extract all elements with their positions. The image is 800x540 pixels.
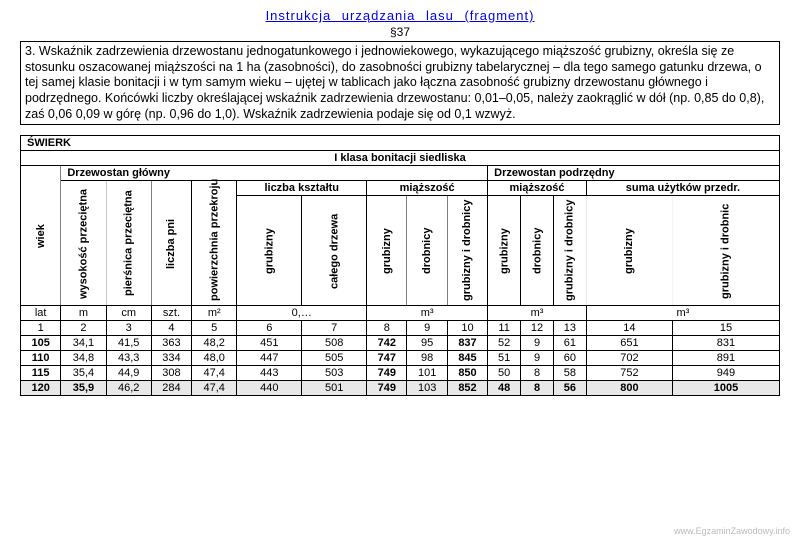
col12: drobnicy bbox=[521, 196, 554, 306]
sub-miaz2: miąższość bbox=[488, 181, 587, 196]
sub-miaz1: miąższość bbox=[367, 181, 488, 196]
index-row: 123456789101112131415 bbox=[21, 321, 780, 336]
col9: drobnicy bbox=[407, 196, 447, 306]
col-d: pierśnica przeciętna bbox=[106, 181, 151, 306]
col-h: wysokość przeciętna bbox=[61, 181, 106, 306]
col14: grubizny bbox=[586, 196, 672, 306]
col-g: powierzchnia przekroju bbox=[192, 181, 237, 306]
group-sub: Drzewostan podrzędny bbox=[488, 166, 780, 181]
group-main: Drzewostan główny bbox=[61, 166, 488, 181]
table-row: 11535,444,930847,44435037491018505085875… bbox=[21, 366, 780, 381]
data-table: ŚWIERK I klasa bonitacji siedliska wiek … bbox=[20, 135, 780, 396]
document-title: Instrukcja urządzania lasu (fragment) bbox=[20, 8, 780, 23]
species-header: ŚWIERK bbox=[21, 136, 780, 151]
table-row: 10534,141,536348,24515087429583752961651… bbox=[21, 336, 780, 351]
col8: grubizny bbox=[367, 196, 407, 306]
paragraph-box: 3. Wskaźnik zadrzewienia drzewostanu jed… bbox=[20, 41, 780, 125]
col10: grubizny i drobnicy bbox=[447, 196, 487, 306]
table-row: 11034,843,333448,04475057479884551960702… bbox=[21, 351, 780, 366]
sub-suma: suma użytków przedr. bbox=[586, 181, 779, 196]
col-n: liczba pni bbox=[151, 181, 191, 306]
class-header: I klasa bonitacji siedliska bbox=[21, 151, 780, 166]
col-wiek: wiek bbox=[21, 166, 61, 306]
table-row: 12035,946,228447,44405017491038524885680… bbox=[21, 381, 780, 396]
watermark: www.EgzaminZawodowy.info bbox=[674, 526, 790, 536]
sub-liczba: liczba kształtu bbox=[237, 181, 367, 196]
col6: grubizny bbox=[237, 196, 302, 306]
section-number: §37 bbox=[20, 25, 780, 39]
units-row: lat m cm szt. m² 0,… m³ m³ m³ bbox=[21, 306, 780, 321]
col7: całego drzewa bbox=[302, 196, 367, 306]
col15: grubizny i drobnic bbox=[672, 196, 779, 306]
col11: grubizny bbox=[488, 196, 521, 306]
col13: grubizny i drobnicy bbox=[553, 196, 586, 306]
